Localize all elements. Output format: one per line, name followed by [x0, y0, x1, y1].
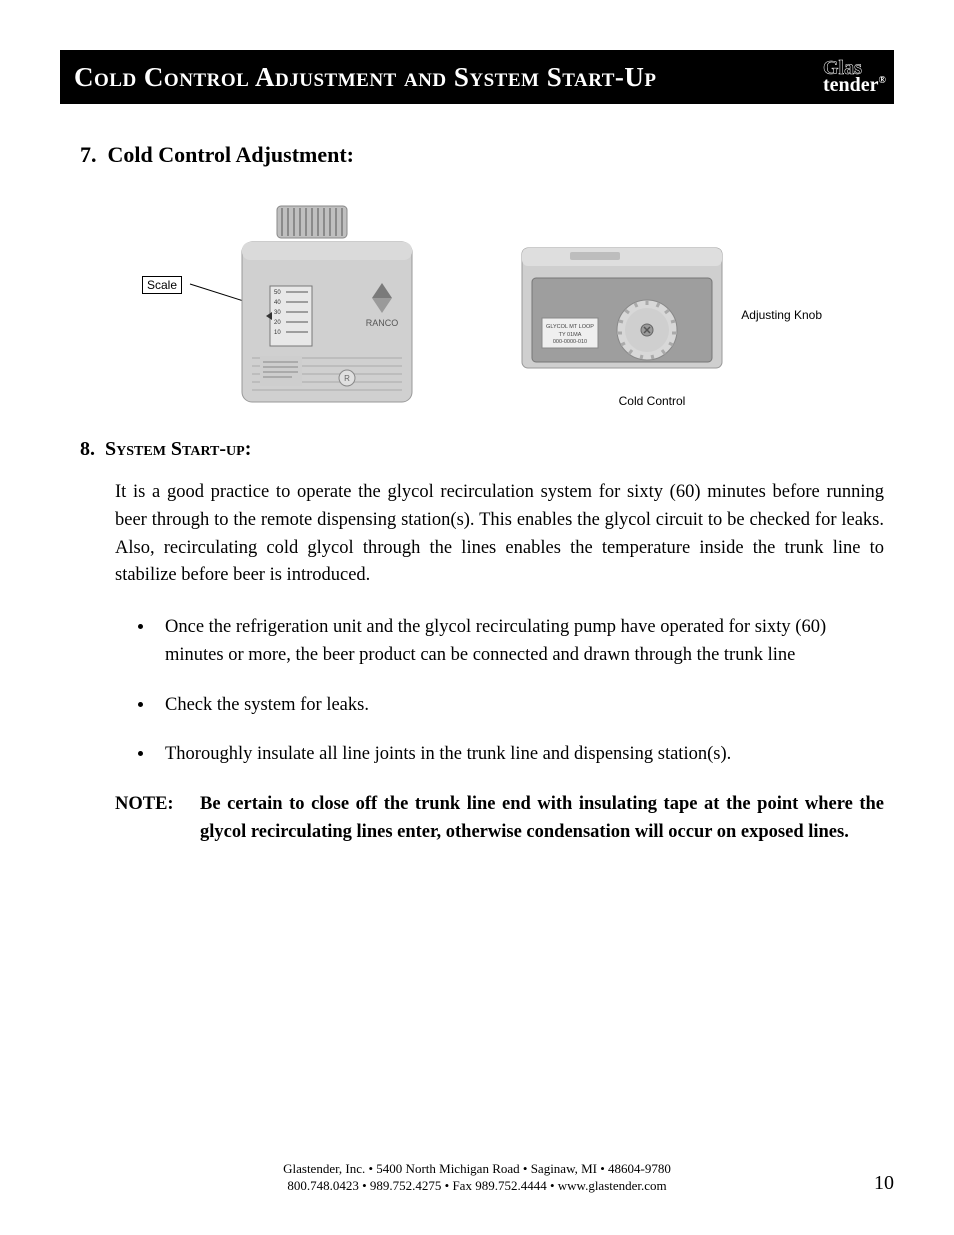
adjusting-knob-label: Adjusting Knob [741, 308, 822, 322]
section-8-bullets: Once the refrigeration unit and the glyc… [155, 614, 874, 769]
svg-text:30: 30 [274, 310, 281, 316]
section-7-number: 7. [80, 142, 97, 167]
note-row: NOTE: Be certain to close off the trunk … [115, 791, 884, 847]
bullet-1: Once the refrigeration unit and the glyc… [155, 614, 874, 670]
svg-text:TY 01MA: TY 01MA [559, 332, 582, 338]
logo-bottom: tender® [823, 77, 886, 94]
bullet-2: Check the system for leaks. [155, 692, 874, 720]
section-8-title: 8. System Start-up: [80, 438, 894, 461]
section-7-heading: Cold Control Adjustment: [108, 142, 355, 167]
scale-label: Scale [142, 276, 182, 294]
section-8-paragraph: It is a good practice to operate the gly… [115, 479, 884, 590]
svg-text:R: R [344, 374, 350, 383]
footer-line-2: 800.748.0423 • 989.752.4275 • Fax 989.75… [283, 1177, 671, 1195]
svg-text:000-0000-010: 000-0000-010 [553, 339, 587, 345]
header-title: Cold Control Adjustment and System Start… [74, 62, 657, 93]
cold-control-caption: Cold Control [492, 394, 812, 408]
svg-text:GLYCOL MT LOOP: GLYCOL MT LOOP [546, 324, 594, 330]
section-8-number: 8. [80, 438, 95, 460]
figure-row: Scale [60, 198, 894, 408]
page-container: Cold Control Adjustment and System Start… [0, 0, 954, 1235]
svg-text:20: 20 [274, 320, 281, 326]
svg-text:50: 50 [274, 290, 281, 296]
figure-right: Adjusting Knob GLYCOL MT LOOP TY 01MA 00… [492, 238, 812, 408]
header-bar: Cold Control Adjustment and System Start… [60, 50, 894, 104]
svg-text:10: 10 [274, 330, 281, 336]
footer-address: Glastender, Inc. • 5400 North Michigan R… [283, 1160, 671, 1195]
bullet-3: Thoroughly insulate all line joints in t… [155, 741, 874, 769]
note-text: Be certain to close off the trunk line e… [200, 791, 884, 847]
note-label: NOTE: [115, 791, 200, 847]
logo: Glas tender® [823, 60, 886, 94]
page-number: 10 [874, 1172, 894, 1195]
figure-left: Scale [142, 198, 442, 408]
svg-text:40: 40 [274, 300, 281, 306]
section-8-heading: System Start-up: [105, 438, 251, 460]
section-7-title: 7. Cold Control Adjustment: [80, 142, 894, 168]
footer: Glastender, Inc. • 5400 North Michigan R… [60, 1160, 894, 1195]
ranco-device-icon: 50 40 30 20 10 RANCO [142, 198, 442, 408]
ranco-brand-text: RANCO [366, 318, 399, 328]
footer-line-1: Glastender, Inc. • 5400 North Michigan R… [283, 1160, 671, 1178]
